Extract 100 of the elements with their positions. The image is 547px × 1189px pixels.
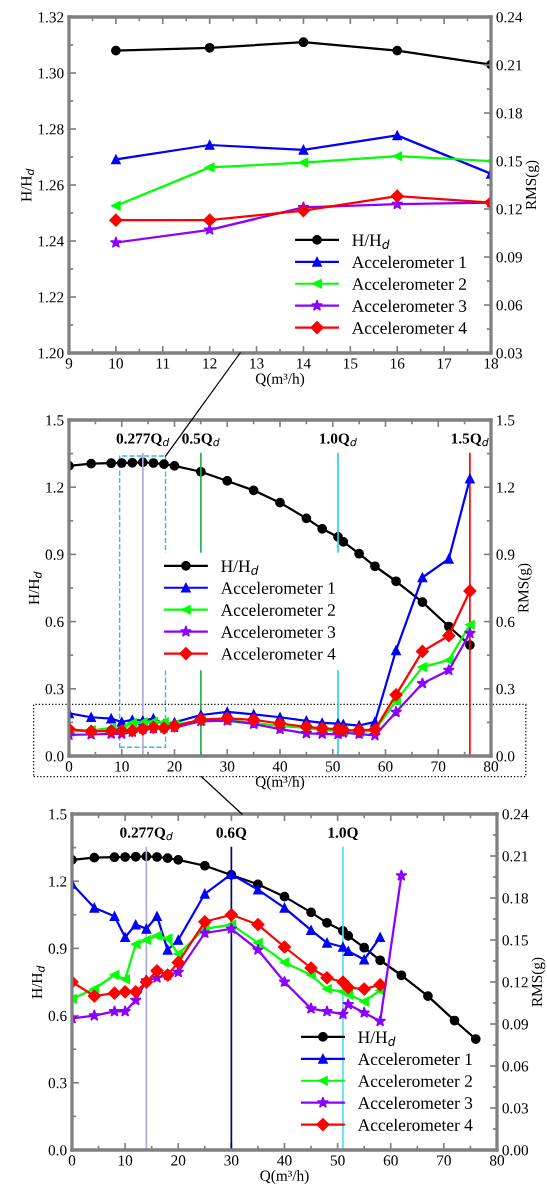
y-tick-label: 1.20	[38, 348, 64, 359]
legend-label: Accelerometer 1	[351, 255, 466, 269]
legend-label: Accelerometer 3	[351, 299, 467, 312]
y2-tick-label: 0.18	[496, 108, 523, 119]
legend-label: H/H$_{d}$	[352, 234, 390, 249]
x-tick-label: 80	[489, 1155, 505, 1166]
ref-line-label: 0.5Q$_{d}$	[182, 433, 220, 447]
y2-tick-label: 0.6	[496, 616, 515, 628]
x-tick-label: 70	[437, 1155, 451, 1166]
y-tick-label: 1.26	[38, 180, 64, 191]
y2-tick-label: 0.3	[496, 683, 515, 695]
y2-tick-label: 0.21	[502, 851, 528, 862]
y-axis-title: H/H$_{d}$	[31, 965, 45, 999]
y2-tick-label: 0.24	[496, 12, 523, 23]
x-tick-label: 60	[383, 1155, 398, 1166]
y2-tick-label: 0.21	[496, 60, 522, 71]
legend-label: Accelerometer 3	[220, 625, 336, 638]
y-tick-label: 0.9	[45, 549, 64, 560]
legend-label: Accelerometer 1	[357, 1052, 472, 1066]
y-tick-label: 1.5	[49, 809, 67, 820]
y2-axis-title: RMS(g)	[517, 563, 532, 613]
legend-label: Accelerometer 2	[220, 603, 335, 616]
ref-line-label: 1.0Q	[328, 827, 358, 841]
y-tick-label: 0.6	[45, 616, 64, 628]
x-tick-label: 14	[297, 358, 311, 369]
x-tick-label: 18	[484, 358, 499, 369]
y2-tick-label: 0.06	[502, 1061, 529, 1072]
y2-axis-title: RMS(g)	[525, 160, 540, 210]
y-tick-label: 1.2	[49, 876, 67, 887]
y2-tick-label: 0.15	[496, 156, 522, 167]
y-tick-label: 0.9	[48, 943, 67, 954]
x-tick-label: 30	[224, 1155, 239, 1166]
x-tick-label: 17	[437, 358, 452, 369]
y2-axis-title: RMS(g)	[531, 957, 546, 1007]
legend-label: Accelerometer 2	[351, 277, 466, 290]
legend-label: Accelerometer 2	[357, 1074, 472, 1087]
legend-label: Accelerometer 3	[357, 1096, 473, 1109]
x-tick-label: 60	[378, 761, 393, 772]
x-axis-title: Q(m³/h)	[255, 776, 305, 790]
x-tick-label: 12	[203, 358, 217, 369]
y2-tick-label: 0.09	[502, 1019, 528, 1030]
x-tick-label: 0	[68, 1155, 76, 1166]
x-tick-label: 50	[326, 761, 340, 772]
y2-tick-label: 0.03	[496, 348, 522, 359]
legend-label: Accelerometer 4	[351, 321, 467, 334]
x-tick-label: 70	[431, 761, 446, 772]
y-tick-label: 0.0	[45, 751, 64, 762]
y2-tick-label: 0.24	[502, 809, 529, 820]
x-tick-label: 20	[171, 1155, 186, 1166]
y2-tick-label: 0.09	[496, 252, 522, 263]
y2-tick-label: 0.12	[496, 204, 522, 215]
x-tick-label: 10	[115, 761, 129, 772]
y2-tick-label: 0.03	[502, 1103, 528, 1114]
y-tick-label: 1.5	[46, 415, 64, 426]
x-axis-title: Q(m³/h)	[255, 373, 305, 387]
x-tick-label: 50	[330, 1155, 345, 1166]
y-tick-label: 0.0	[48, 1145, 67, 1156]
y-tick-label: 1.24	[38, 236, 64, 247]
x-axis-title: Q(m³/h)	[260, 1170, 309, 1184]
legend-label: H/H$_{d}$	[358, 1031, 396, 1046]
y2-tick-label: 0.9	[496, 549, 515, 560]
y2-tick-label: 1.5	[497, 415, 515, 426]
x-tick-label: 10	[118, 1155, 133, 1166]
y-tick-label: 1.2	[46, 482, 64, 493]
ref-line-label: 0.277Q$_{d}$	[116, 433, 170, 447]
x-tick-label: 20	[167, 761, 182, 772]
y-tick-label: 1.32	[38, 12, 64, 23]
x-tick-label: 40	[272, 761, 288, 772]
y-axis-title: H/H$_{d}$	[21, 168, 35, 202]
x-tick-label: 30	[220, 761, 235, 772]
legend-label: Accelerometer 1	[220, 581, 335, 594]
y-tick-label: 1.30	[38, 68, 64, 79]
y2-tick-label: 0.06	[496, 300, 523, 311]
y-tick-label: 0.6	[48, 1010, 67, 1022]
y-tick-label: 0.3	[45, 683, 64, 695]
y-tick-label: 1.28	[38, 124, 64, 135]
y-tick-label: 0.3	[48, 1077, 67, 1089]
x-tick-label: 10	[109, 358, 123, 369]
y2-tick-label: 0.18	[502, 893, 529, 904]
y2-tick-label: 0.15	[502, 935, 528, 946]
ref-line-label: 0.277Q$_{d}$	[120, 827, 173, 841]
x-tick-label: 13	[250, 358, 264, 369]
y-axis-title: H/H$_{d}$	[28, 571, 42, 605]
y2-tick-label: 1.2	[497, 482, 515, 493]
legend-label: Accelerometer 4	[357, 1118, 473, 1131]
y2-tick-label: 0.0	[496, 751, 515, 762]
ref-line-label: 1.5Q$_{d}$	[451, 433, 489, 447]
x-tick-label: 9	[65, 358, 73, 369]
x-tick-label: 15	[344, 358, 358, 369]
y2-tick-label: 0.12	[502, 977, 528, 988]
x-tick-label: 0	[65, 761, 73, 772]
ref-line-label: 1.0Q$_{d}$	[320, 433, 357, 447]
x-tick-label: 40	[277, 1155, 292, 1166]
ref-line-label: 0.6Q	[216, 827, 247, 841]
y-tick-label: 1.22	[38, 292, 64, 303]
x-tick-label: 11	[156, 358, 170, 369]
x-tick-label: 16	[390, 358, 405, 369]
legend-label: Accelerometer 4	[220, 647, 336, 660]
legend-label: H/H$_{d}$	[221, 560, 259, 575]
y2-tick-label: 0.00	[502, 1145, 529, 1156]
